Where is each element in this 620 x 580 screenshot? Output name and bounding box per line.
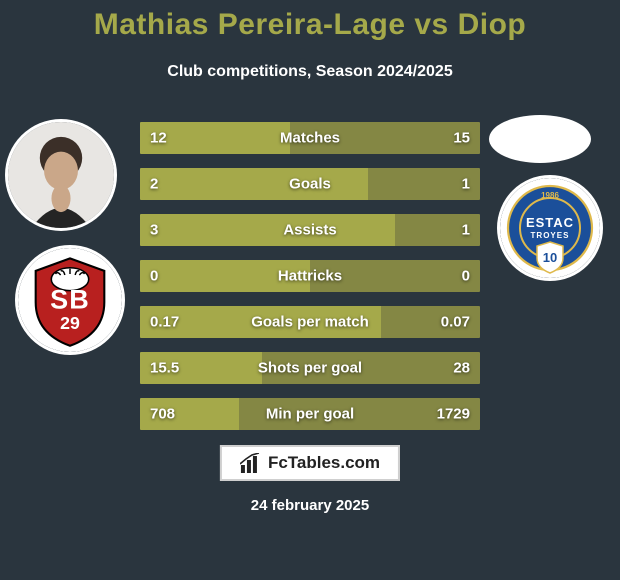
bar-label: Hattricks [278,268,342,285]
branding-badge: FcTables.com [220,445,400,481]
bar-right-value: 1 [462,222,470,239]
page-subtitle: Club competitions, Season 2024/2025 [0,63,620,81]
right-club-crest: 1986 ESTAC TROYES 10 [500,178,600,278]
bar-right-value: 0.07 [441,314,470,331]
bar-left-value: 3 [150,222,158,239]
bar-label: Assists [283,222,336,239]
bar-row: 2 1 Goals [140,168,480,200]
bar-label: Goals per match [251,314,369,331]
shield-icon: 1986 ESTAC TROYES 10 [500,178,600,278]
svg-text:SB: SB [50,284,90,314]
bar-left-value: 12 [150,130,167,147]
svg-text:ESTAC: ESTAC [526,215,574,230]
bar-left-value: 708 [150,406,175,423]
left-club-crest: SB 29 [18,248,122,352]
svg-text:29: 29 [60,313,80,333]
bar-label: Min per goal [266,406,354,423]
bar-row: 12 15 Matches [140,122,480,154]
bar-left-value: 2 [150,176,158,193]
svg-text:10: 10 [543,250,557,265]
person-icon [8,122,114,228]
svg-text:TROYES: TROYES [531,231,570,240]
bar-row: 708 1729 Min per goal [140,398,480,430]
bar-row: 0 0 Hattricks [140,260,480,292]
bar-left-fill [140,168,368,200]
bar-row: 3 1 Assists [140,214,480,246]
bar-right-value: 28 [453,360,470,377]
bar-label: Shots per goal [258,360,362,377]
branding-text: FcTables.com [268,453,380,473]
chart-icon [240,453,262,473]
bar-left-value: 0.17 [150,314,179,331]
bar-right-value: 1 [462,176,470,193]
infographic-card: Mathias Pereira-Lage vs Diop Club compet… [0,0,620,580]
bar-row: 15.5 28 Shots per goal [140,352,480,384]
date-text: 24 february 2025 [0,497,620,514]
left-player-avatar [8,122,114,228]
shield-icon: SB 29 [18,248,122,352]
bar-right-value: 0 [462,268,470,285]
bar-label: Matches [280,130,340,147]
bar-left-value: 0 [150,268,158,285]
page-title: Mathias Pereira-Lage vs Diop [0,8,620,42]
bar-right-value: 15 [453,130,470,147]
bar-left-value: 15.5 [150,360,179,377]
right-player-avatar [492,118,588,160]
bar-left-fill [140,214,395,246]
comparison-bars: 12 15 Matches 2 1 Goals 3 1 Assists 0 0 Hattricks 0.… [140,122,480,444]
svg-text:1986: 1986 [541,191,559,200]
bar-label: Goals [289,176,331,193]
bar-row: 0.17 0.07 Goals per match [140,306,480,338]
bar-right-value: 1729 [437,406,470,423]
